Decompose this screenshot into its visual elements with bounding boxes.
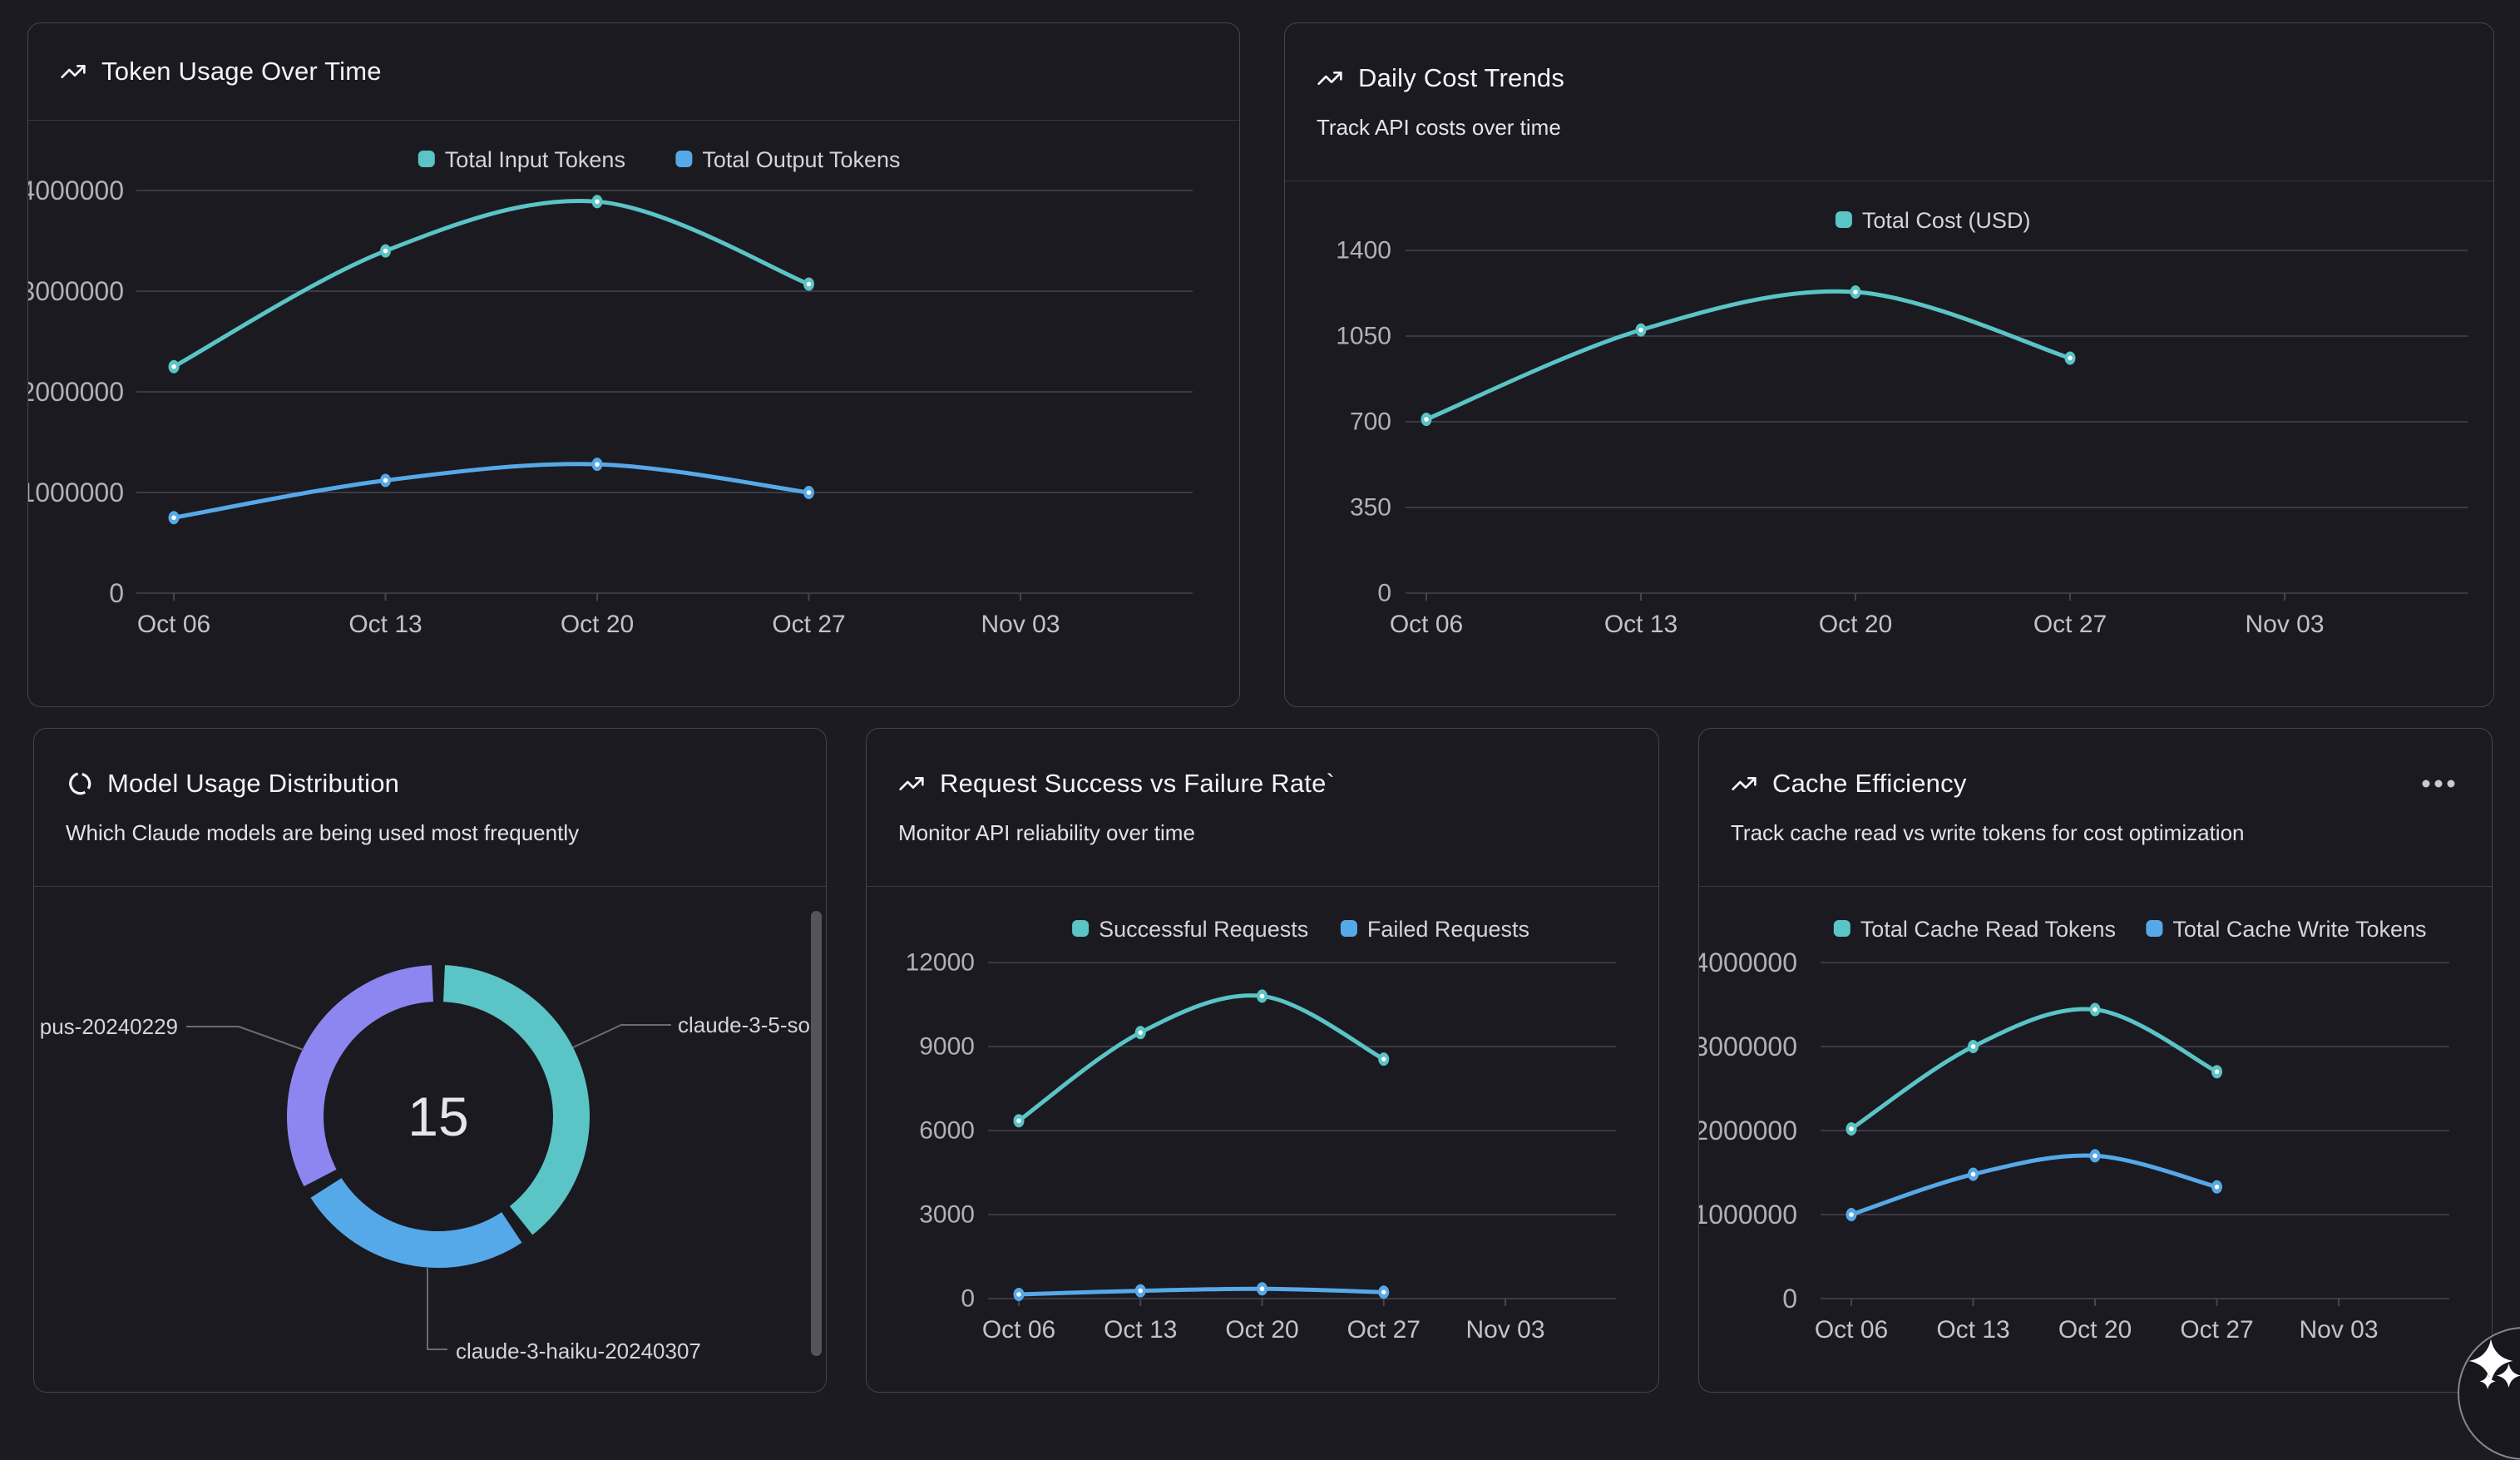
svg-text:0: 0 bbox=[109, 578, 124, 608]
svg-text:0: 0 bbox=[1782, 1284, 1797, 1314]
svg-text:Nov 03: Nov 03 bbox=[2245, 611, 2324, 638]
svg-text:Oct 20: Oct 20 bbox=[561, 611, 634, 638]
card-subtitle: Which Claude models are being used most … bbox=[66, 820, 580, 845]
card-cache-efficiency: Cache Efficiency Track cache read vs wri… bbox=[1698, 728, 2493, 1393]
bottom-row: Model Usage Distribution Which Claude mo… bbox=[33, 728, 2494, 1393]
svg-text:350: 350 bbox=[1350, 494, 1391, 522]
svg-text:Oct 20: Oct 20 bbox=[1225, 1316, 1298, 1344]
svg-text:0: 0 bbox=[961, 1285, 975, 1313]
svg-text:Nov 03: Nov 03 bbox=[1465, 1316, 1544, 1344]
svg-text:pus-20240229: pus-20240229 bbox=[40, 1014, 178, 1039]
svg-text:Oct 20: Oct 20 bbox=[1819, 611, 1892, 638]
svg-text:Oct 13: Oct 13 bbox=[1604, 611, 1678, 638]
svg-text:1400: 1400 bbox=[1336, 237, 1391, 265]
svg-text:3000: 3000 bbox=[919, 1201, 975, 1229]
trending-up-icon bbox=[1317, 65, 1343, 92]
daily-cost-chart-area: 1400 1050 700 350 0 Oct 06 Oct 13 Oct 20 Oct 27 N… bbox=[1285, 181, 2493, 706]
trending-up-icon bbox=[1731, 770, 1757, 797]
donut-chart-icon bbox=[66, 770, 92, 797]
svg-text:Total Cost (USD): Total Cost (USD) bbox=[1862, 208, 2031, 233]
model-usage-chart-area: claude-3-5-son claude-3-haiku-20240307 pus… bbox=[34, 887, 826, 1392]
card-title: Token Usage Over Time bbox=[101, 57, 382, 86]
svg-text:0: 0 bbox=[1377, 580, 1391, 607]
svg-text:Total Cache Read Tokens: Total Cache Read Tokens bbox=[1860, 917, 2116, 942]
cache-efficiency-chart-area: 4000000 3000000 2000000 1000000 0 Oct 06 Oct 1… bbox=[1699, 887, 2492, 1392]
card-token-usage-header: Token Usage Over Time bbox=[28, 23, 1239, 121]
svg-text:Total Output Tokens: Total Output Tokens bbox=[702, 147, 900, 172]
svg-text:4000000: 4000000 bbox=[1699, 948, 1797, 977]
card-subtitle: Track API costs over time bbox=[1317, 115, 1561, 140]
svg-text:3000000: 3000000 bbox=[28, 276, 124, 306]
svg-text:15: 15 bbox=[408, 1086, 468, 1147]
svg-text:Oct 20: Oct 20 bbox=[2058, 1316, 2132, 1344]
model-usage-donut-chart[interactable]: claude-3-5-son claude-3-haiku-20240307 pus… bbox=[34, 887, 823, 1392]
top-row: Token Usage Over Time 4000000 3000000 2000… bbox=[27, 22, 2494, 707]
svg-text:Nov 03: Nov 03 bbox=[981, 611, 1060, 638]
token-usage-chart-area: 4000000 3000000 2000000 1000000 0 Oct 06 Oct 1… bbox=[28, 121, 1239, 706]
svg-text:2000000: 2000000 bbox=[1699, 1116, 1797, 1146]
trending-up-icon bbox=[60, 58, 86, 85]
svg-text:Oct 27: Oct 27 bbox=[772, 611, 845, 638]
svg-text:Oct 27: Oct 27 bbox=[2180, 1316, 2253, 1344]
card-model-usage-header: Model Usage Distribution Which Claude mo… bbox=[34, 729, 826, 887]
svg-text:9000: 9000 bbox=[919, 1033, 975, 1061]
card-subtitle: Track cache read vs write tokens for cos… bbox=[1731, 820, 2245, 845]
svg-text:1050: 1050 bbox=[1336, 323, 1391, 350]
svg-text:Failed Requests: Failed Requests bbox=[1367, 917, 1529, 942]
svg-text:Successful Requests: Successful Requests bbox=[1099, 917, 1308, 942]
cache-efficiency-chart[interactable]: 4000000 3000000 2000000 1000000 0 Oct 06 Oct 1… bbox=[1699, 887, 2491, 1392]
svg-text:Oct 27: Oct 27 bbox=[2033, 611, 2107, 638]
card-request-rate: Request Success vs Failure Rate` Monitor… bbox=[866, 728, 1659, 1393]
svg-text:Nov 03: Nov 03 bbox=[2299, 1316, 2378, 1344]
sparkles-icon bbox=[2468, 1339, 2520, 1390]
svg-text:claude-3-5-son: claude-3-5-son bbox=[678, 1012, 822, 1037]
card-title: Model Usage Distribution bbox=[107, 769, 400, 798]
card-request-rate-header: Request Success vs Failure Rate` Monitor… bbox=[867, 729, 1658, 887]
trending-up-icon bbox=[898, 770, 925, 797]
card-title: Request Success vs Failure Rate` bbox=[940, 769, 1336, 798]
svg-text:Total Cache Write Tokens: Total Cache Write Tokens bbox=[2172, 917, 2426, 942]
card-model-usage: Model Usage Distribution Which Claude mo… bbox=[33, 728, 827, 1393]
token-usage-chart[interactable]: 4000000 3000000 2000000 1000000 0 Oct 06 Oct 1… bbox=[28, 121, 1238, 705]
svg-text:Oct 13: Oct 13 bbox=[1936, 1316, 2009, 1344]
card-cache-efficiency-header: Cache Efficiency Track cache read vs wri… bbox=[1699, 729, 2492, 887]
card-subtitle: Monitor API reliability over time bbox=[898, 820, 1195, 845]
svg-text:claude-3-haiku-20240307: claude-3-haiku-20240307 bbox=[456, 1339, 701, 1363]
svg-text:6000: 6000 bbox=[919, 1117, 975, 1145]
svg-text:Total Input Tokens: Total Input Tokens bbox=[445, 147, 625, 172]
svg-text:700: 700 bbox=[1350, 408, 1391, 436]
card-token-usage: Token Usage Over Time 4000000 3000000 2000… bbox=[27, 22, 1240, 707]
card-daily-cost: Daily Cost Trends Track API costs over t… bbox=[1284, 22, 2494, 707]
svg-text:Oct 06: Oct 06 bbox=[982, 1316, 1055, 1344]
ellipsis-menu-button[interactable] bbox=[2417, 771, 2460, 796]
svg-text:Oct 06: Oct 06 bbox=[1815, 1316, 1888, 1344]
card-daily-cost-header: Daily Cost Trends Track API costs over t… bbox=[1285, 23, 2493, 181]
daily-cost-chart[interactable]: 1400 1050 700 350 0 Oct 06 Oct 13 Oct 20 Oct 27 N… bbox=[1285, 181, 2493, 705]
ai-assistant-button[interactable] bbox=[2458, 1327, 2520, 1460]
request-rate-chart-area: 12000 9000 6000 3000 0 Oct 06 Oct 13 Oct 20 Oct … bbox=[867, 887, 1658, 1392]
card-title: Daily Cost Trends bbox=[1358, 63, 1565, 92]
svg-text:Oct 06: Oct 06 bbox=[1390, 611, 1463, 638]
svg-text:3000000: 3000000 bbox=[1699, 1032, 1797, 1062]
svg-text:1000000: 1000000 bbox=[1699, 1200, 1797, 1230]
svg-text:Oct 13: Oct 13 bbox=[348, 611, 422, 638]
card-title: Cache Efficiency bbox=[1772, 769, 1967, 798]
svg-text:12000: 12000 bbox=[906, 949, 975, 977]
svg-text:Oct 06: Oct 06 bbox=[137, 611, 210, 638]
dashboard: Token Usage Over Time 4000000 3000000 2000… bbox=[27, 22, 2494, 1393]
svg-text:2000000: 2000000 bbox=[28, 377, 124, 407]
svg-text:1000000: 1000000 bbox=[28, 478, 124, 507]
ellipsis-icon bbox=[2422, 779, 2455, 788]
vertical-scrollbar[interactable] bbox=[811, 911, 822, 1356]
svg-text:Oct 13: Oct 13 bbox=[1104, 1316, 1177, 1344]
svg-text:4000000: 4000000 bbox=[28, 176, 124, 205]
svg-text:Oct 27: Oct 27 bbox=[1347, 1316, 1421, 1344]
